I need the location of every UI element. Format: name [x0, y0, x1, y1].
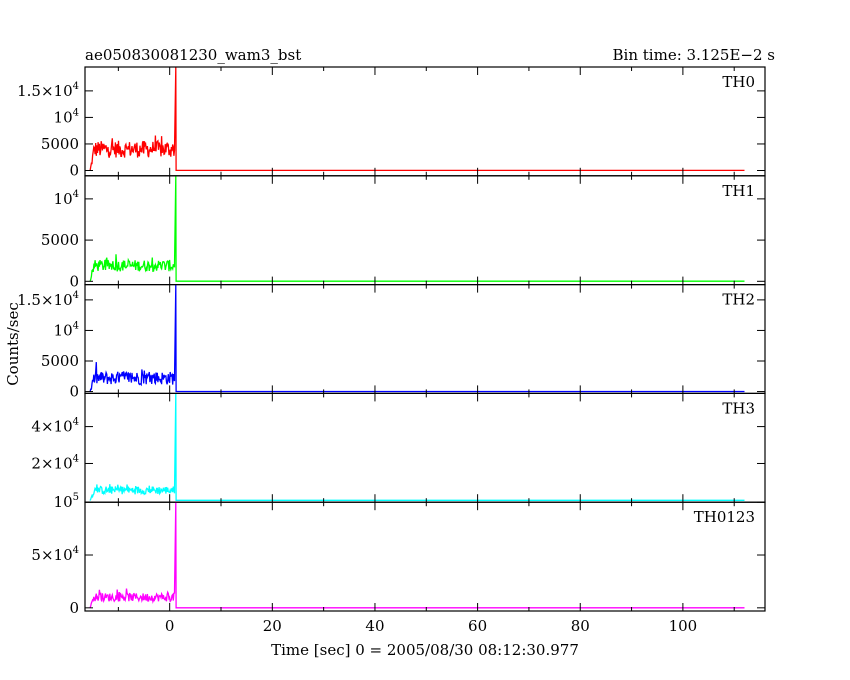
- panels-group: TH0 0 5000 104 1.5×104 TH1 0 5000 104 TH2 0 5000 104…: [17, 66, 766, 635]
- panel-frame-th3: [84, 392, 766, 503]
- panel-label-th1: TH1: [722, 182, 755, 200]
- panel-th0: TH0 0 5000 104 1.5×104: [17, 66, 766, 179]
- y-tick-label: 105: [54, 492, 79, 511]
- x-tick-label: 20: [263, 617, 282, 635]
- y-tick-label: 4×104: [31, 417, 79, 436]
- panel-frame-th2: [84, 284, 766, 395]
- x-tick-label: 80: [571, 617, 590, 635]
- x-axis-label: Time [sec] 0 = 2005/08/30 08:12:30.977: [271, 641, 579, 659]
- y-tick-label: 0: [69, 599, 79, 617]
- x-tick-label: 100: [669, 617, 698, 635]
- panel-label-th0: TH0: [722, 73, 755, 91]
- y-tick-label: 1.5×104: [17, 81, 79, 100]
- y-tick-label: 5000: [41, 231, 79, 249]
- panel-label-th2: TH2: [722, 291, 755, 309]
- panel-frame-th0123: [84, 501, 766, 612]
- panel-th3: TH3 2×104 4×104: [31, 392, 766, 503]
- y-tick-label: 0: [69, 383, 79, 401]
- y-tick-label: 104: [54, 107, 79, 126]
- series-line-th3: [89, 393, 745, 501]
- y-tick-label: 104: [54, 320, 79, 339]
- y-tick-label: 5000: [41, 135, 79, 153]
- y-tick-label: 0: [69, 272, 79, 290]
- series-line-th0: [89, 66, 745, 172]
- x-tick-label: 0: [165, 617, 175, 635]
- series-line-th0123: [89, 502, 745, 609]
- y-tick-label: 5000: [41, 352, 79, 370]
- y-tick-label: 104: [54, 189, 79, 208]
- panel-label-th3: TH3: [722, 399, 755, 417]
- panel-frame-th0: [84, 66, 766, 177]
- x-tick-label: 60: [468, 617, 487, 635]
- y-tick-label: 0: [69, 161, 79, 179]
- series-line-th2: [89, 284, 745, 393]
- y-tick-label: 1.5×104: [17, 290, 79, 309]
- x-tick-label: 40: [365, 617, 384, 635]
- y-tick-label: 5×104: [31, 545, 79, 564]
- chart-title: ae050830081230_wam3_bst: [85, 46, 301, 64]
- series-line-th1: [89, 175, 745, 282]
- panel-th2: TH2 0 5000 104 1.5×104: [17, 284, 766, 401]
- y-tick-label: 2×104: [31, 453, 79, 472]
- panel-th1: TH1 0 5000 104: [41, 175, 766, 290]
- y-axis-label: Counts/sec: [4, 302, 22, 386]
- panel-frame-th1: [84, 175, 766, 286]
- panel-label-th0123: TH0123: [694, 508, 755, 526]
- bin-time-label: Bin time: 3.125E−2 s: [613, 46, 775, 64]
- panel-th0123: TH0123 0 5×104 105: [31, 492, 766, 617]
